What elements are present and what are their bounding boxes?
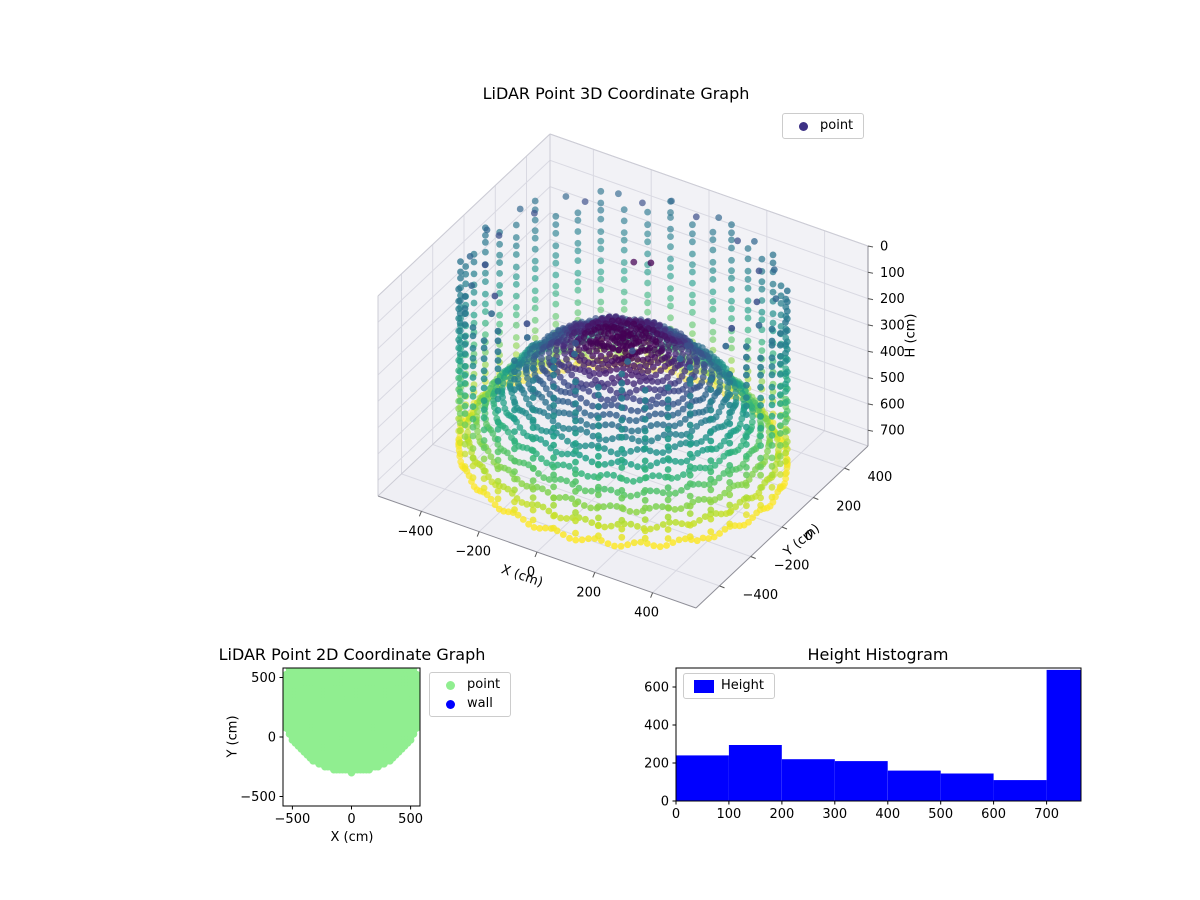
plot-3d-ylabel: Y (cm) <box>781 521 823 560</box>
grid <box>377 133 869 594</box>
plot-2d-ylabel: Y (cm) <box>225 715 241 758</box>
legend-entry-height: Height <box>694 679 764 693</box>
legend-entry-point-2d: point <box>440 678 500 692</box>
legend-handle <box>440 699 460 709</box>
svg-text:100: 100 <box>716 807 741 822</box>
svg-text:700: 700 <box>880 424 905 439</box>
svg-text:200: 200 <box>769 807 794 822</box>
svg-text:−400: −400 <box>398 524 434 539</box>
axes-2d: −500 0 500 −500 0 500 <box>240 667 423 827</box>
points-3d <box>455 187 791 551</box>
histogram-title: Height Histogram <box>807 645 949 664</box>
wall-marker-icon <box>445 699 455 709</box>
points-2d <box>283 668 420 777</box>
tick-labels: −400−2000200400−400−20002004000100200300… <box>398 240 905 621</box>
height-patch-icon <box>694 679 714 693</box>
legend-label: wall <box>467 696 493 711</box>
svg-text:400: 400 <box>868 470 893 485</box>
svg-text:600: 600 <box>644 681 669 696</box>
svg-text:200: 200 <box>836 500 861 515</box>
plot-2d-title: LiDAR Point 2D Coordinate Graph <box>218 645 486 664</box>
point-marker-icon <box>798 121 808 131</box>
svg-text:300: 300 <box>880 318 905 333</box>
svg-text:500: 500 <box>251 671 276 686</box>
legend-entry-wall-2d: wall <box>440 697 500 711</box>
svg-text:0: 0 <box>880 240 888 255</box>
plot-3d-legend: point <box>782 113 865 139</box>
svg-text:500: 500 <box>880 371 905 386</box>
svg-text:−500: −500 <box>240 790 276 805</box>
svg-text:400: 400 <box>644 719 669 734</box>
svg-text:−500: −500 <box>275 812 311 827</box>
svg-text:500: 500 <box>928 807 953 822</box>
svg-text:500: 500 <box>398 812 423 827</box>
plot-2d-legend: point wall <box>429 672 512 717</box>
svg-text:400: 400 <box>880 345 905 360</box>
plot-2d-xlabel: X (cm) <box>330 830 374 845</box>
plot-3d-zlabel: H (cm) <box>903 313 919 358</box>
svg-text:600: 600 <box>981 807 1006 822</box>
svg-text:200: 200 <box>880 292 905 307</box>
svg-text:0: 0 <box>661 795 669 810</box>
svg-text:0: 0 <box>347 812 355 827</box>
svg-text:400: 400 <box>875 807 900 822</box>
svg-text:200: 200 <box>644 757 669 772</box>
legend-label: point <box>820 118 854 133</box>
svg-text:400: 400 <box>634 606 659 621</box>
legend-entry-point-3d: point <box>793 119 853 133</box>
svg-text:600: 600 <box>880 397 905 412</box>
point-marker-icon <box>445 680 455 690</box>
svg-text:100: 100 <box>880 266 905 281</box>
svg-text:−400: −400 <box>743 588 779 603</box>
svg-text:200: 200 <box>576 585 601 600</box>
legend-handle <box>440 680 460 690</box>
svg-text:0: 0 <box>672 807 680 822</box>
svg-text:700: 700 <box>1034 807 1059 822</box>
legend-label: point <box>467 677 501 692</box>
histogram-legend: Height <box>683 673 775 699</box>
svg-text:0: 0 <box>268 731 276 746</box>
legend-handle <box>793 121 813 131</box>
legend-label: Height <box>721 678 764 693</box>
plot-3d-xlabel: X (cm) <box>499 562 545 591</box>
plot-3d-title: LiDAR Point 3D Coordinate Graph <box>482 84 750 103</box>
svg-text:300: 300 <box>822 807 847 822</box>
